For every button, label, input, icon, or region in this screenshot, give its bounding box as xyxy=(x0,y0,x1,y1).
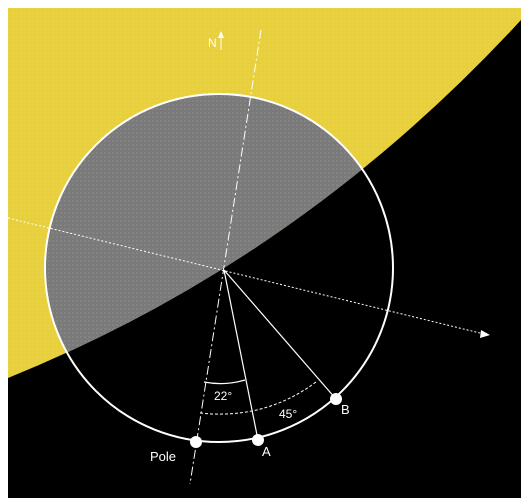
angle-label-45: 45° xyxy=(279,407,297,421)
angle-arc-45 xyxy=(199,381,317,415)
north-axis-line xyxy=(189,29,262,485)
angle-label-22: 22° xyxy=(214,389,232,403)
pole-label: Pole xyxy=(150,449,176,464)
point-b xyxy=(330,393,342,405)
angle-arc-22 xyxy=(203,379,246,385)
equator-axis-line xyxy=(7,217,485,335)
pole-point xyxy=(190,436,202,448)
point-a-label: A xyxy=(262,444,271,459)
north-label: N xyxy=(208,36,217,50)
point-b-label: B xyxy=(341,402,350,417)
radius-to-a xyxy=(223,269,259,441)
radius-to-b xyxy=(223,269,337,400)
disc-outline xyxy=(44,93,394,443)
north-arrow-head xyxy=(218,31,224,38)
equator-arrow-head xyxy=(480,330,490,338)
point-a xyxy=(252,434,264,446)
